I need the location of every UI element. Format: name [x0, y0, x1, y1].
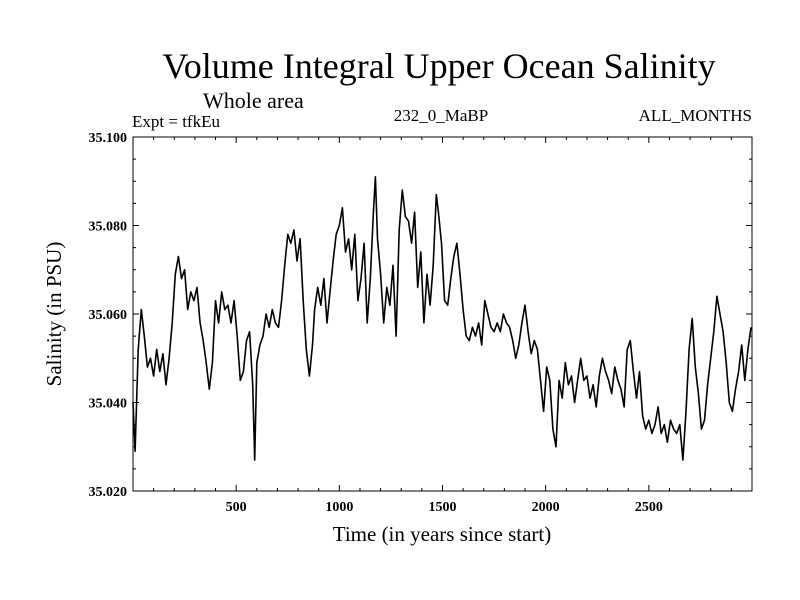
y-tick-label: 35.100 — [89, 131, 128, 146]
y-tick-label: 35.080 — [89, 220, 128, 235]
plot-frame — [132, 136, 753, 492]
x-tick-label: 1000 — [325, 500, 353, 515]
x-tick-label: 1500 — [429, 500, 457, 515]
x-axis-label: Time (in years since start) — [333, 522, 552, 546]
months-label: ALL_MONTHS — [639, 106, 752, 125]
y-tick-label: 35.060 — [89, 308, 128, 323]
chart-title: Volume Integral Upper Ocean Salinity — [162, 46, 715, 86]
y-tick-label: 35.020 — [89, 485, 128, 500]
chart-subtitle: Whole area — [203, 88, 304, 113]
experiment-label: Expt = tfkEu — [132, 112, 220, 131]
salinity-series-line — [132, 176, 752, 461]
x-tick-label: 2000 — [532, 500, 560, 515]
x-tick-label: 2500 — [635, 500, 663, 515]
x-tick-label: 500 — [226, 500, 247, 515]
y-axis-label: Salinity (in PSU) — [42, 242, 66, 387]
run-label: 232_0_MaBP — [394, 106, 488, 125]
y-tick-label: 35.040 — [89, 397, 128, 412]
